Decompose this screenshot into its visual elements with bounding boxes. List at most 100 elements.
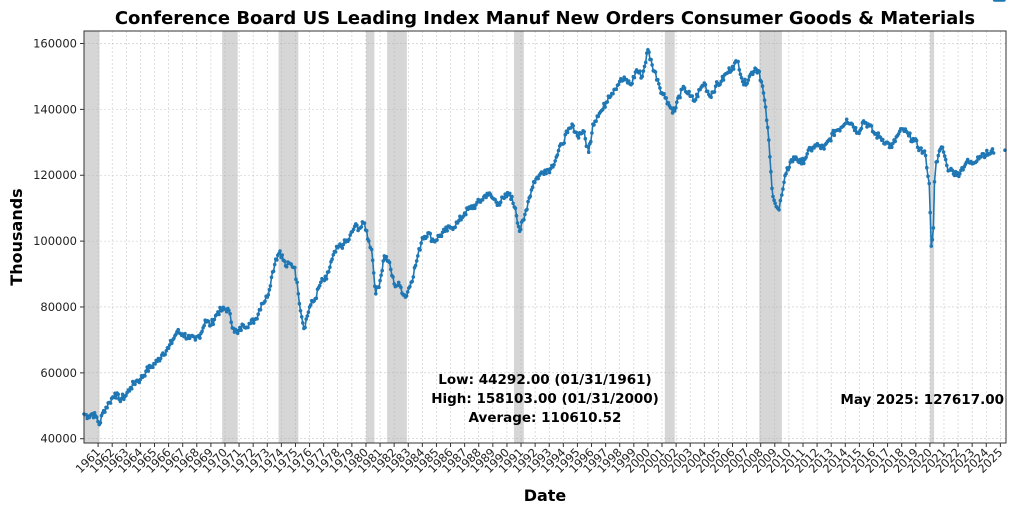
data-point xyxy=(182,334,186,339)
y-tick-label: 60000 xyxy=(40,366,77,380)
data-point xyxy=(118,399,123,404)
chart-title: Conference Board US Leading Index Manuf … xyxy=(115,8,975,29)
data-point xyxy=(428,231,433,236)
data-point xyxy=(370,258,375,263)
data-point xyxy=(780,193,784,197)
data-point xyxy=(773,201,777,206)
series-line xyxy=(83,49,995,426)
data-point xyxy=(333,250,338,254)
data-point xyxy=(666,101,671,105)
data-point xyxy=(649,57,653,62)
data-point xyxy=(687,89,691,94)
data-point xyxy=(284,264,289,269)
data-point xyxy=(439,234,444,238)
data-point xyxy=(348,233,353,237)
data-point xyxy=(727,66,731,70)
data-point xyxy=(92,411,97,415)
data-point xyxy=(731,67,736,71)
data-point xyxy=(547,170,552,175)
data-point xyxy=(565,130,570,135)
data-point xyxy=(650,63,654,67)
recession-band xyxy=(387,31,407,443)
data-point xyxy=(464,212,468,217)
data-point xyxy=(508,191,512,196)
data-point xyxy=(812,146,816,150)
data-point xyxy=(961,168,965,172)
data-point xyxy=(251,321,256,325)
data-point xyxy=(317,283,322,288)
data-point xyxy=(658,86,662,90)
data-point xyxy=(574,130,579,135)
data-point xyxy=(709,95,713,99)
y-tick-label: 80000 xyxy=(40,300,77,314)
data-point xyxy=(592,123,596,127)
data-point xyxy=(297,301,302,306)
data-point xyxy=(767,138,771,142)
y-axis-label: Thousands xyxy=(7,188,26,285)
data-point xyxy=(298,309,303,313)
data-point xyxy=(777,208,781,212)
data-point xyxy=(757,69,762,74)
data-point xyxy=(498,200,503,204)
data-point xyxy=(805,152,809,156)
data-point xyxy=(802,161,806,166)
data-point xyxy=(523,212,527,217)
data-point xyxy=(927,181,931,186)
data-point xyxy=(295,280,299,285)
data-point xyxy=(770,186,774,191)
data-point xyxy=(200,329,204,334)
data-point xyxy=(323,274,328,279)
data-point xyxy=(672,109,677,113)
data-point xyxy=(922,149,927,153)
data-point xyxy=(603,105,607,109)
recession-band xyxy=(664,31,675,443)
data-point xyxy=(369,247,374,252)
data-point xyxy=(133,382,137,387)
data-point xyxy=(942,154,947,158)
data-point xyxy=(943,157,948,162)
data-point xyxy=(516,224,521,229)
data-point xyxy=(453,225,458,230)
data-point xyxy=(267,287,272,292)
data-point xyxy=(787,165,791,170)
data-point xyxy=(718,82,722,87)
data-point xyxy=(94,415,99,420)
grid-group xyxy=(84,31,1006,443)
data-point xyxy=(958,171,962,176)
data-point xyxy=(693,97,698,102)
data-point xyxy=(114,396,118,400)
data-point xyxy=(153,362,157,366)
data-point xyxy=(569,126,573,130)
data-point xyxy=(387,260,392,265)
data-point xyxy=(378,278,382,283)
data-point xyxy=(266,293,271,297)
data-point xyxy=(979,155,983,159)
data-point xyxy=(991,151,996,155)
data-point xyxy=(985,148,989,153)
data-point xyxy=(890,145,894,150)
data-point xyxy=(764,118,769,123)
data-point xyxy=(759,79,764,84)
data-point xyxy=(410,279,415,284)
data-point xyxy=(771,194,775,199)
data-point xyxy=(705,89,710,94)
data-point xyxy=(202,323,206,328)
data-point xyxy=(246,325,250,330)
data-point xyxy=(590,131,594,135)
data-point xyxy=(514,214,519,218)
data-point xyxy=(712,90,717,94)
data-point xyxy=(838,128,842,133)
data-point xyxy=(936,153,941,158)
recession-band xyxy=(513,31,524,443)
data-point xyxy=(105,405,109,410)
data-point xyxy=(509,197,513,202)
recession-shading-group xyxy=(84,31,935,443)
data-point xyxy=(258,308,263,312)
data-point xyxy=(703,82,708,87)
data-point xyxy=(275,258,279,262)
data-point xyxy=(589,139,593,144)
data-point xyxy=(743,77,747,82)
data-point xyxy=(555,153,560,157)
data-point xyxy=(389,267,393,272)
data-point xyxy=(319,280,323,285)
